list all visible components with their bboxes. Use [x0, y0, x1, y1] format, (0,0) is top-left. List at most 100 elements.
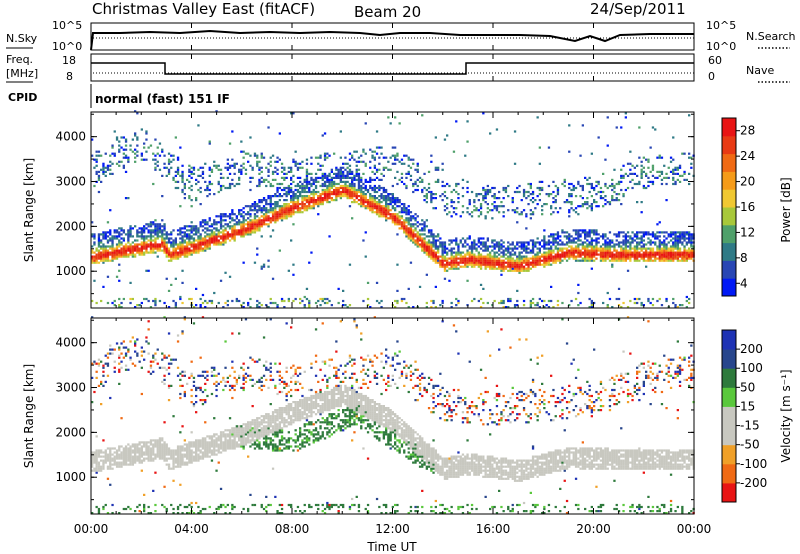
power-cell — [423, 225, 426, 228]
power-cell — [124, 197, 128, 200]
power-cell — [525, 261, 528, 264]
power-cell — [455, 243, 458, 246]
power-cell — [543, 235, 546, 238]
power-cell — [206, 229, 209, 232]
power-cell — [91, 249, 94, 252]
velocity-cell — [104, 362, 107, 365]
power-cell — [292, 195, 295, 198]
power-cell — [396, 205, 399, 208]
power-cell — [210, 233, 214, 236]
power-cell — [577, 249, 580, 252]
power-cell — [91, 235, 94, 238]
power-cell — [486, 211, 489, 214]
power-cell — [597, 247, 600, 250]
power-cell — [308, 180, 311, 183]
power-cell — [228, 186, 232, 190]
power-cell — [290, 211, 293, 214]
power-cell — [513, 304, 517, 307]
velocity-cell — [156, 348, 159, 351]
power-cell — [629, 259, 632, 262]
power-cell — [554, 199, 557, 202]
power-cell — [140, 253, 143, 256]
power-cell — [437, 259, 440, 262]
power-cell — [624, 235, 627, 238]
power-cell — [642, 186, 645, 190]
power-cell — [154, 231, 157, 234]
power-cell — [450, 241, 453, 244]
power-cell — [633, 166, 636, 169]
velocity-cell — [158, 455, 162, 458]
velocity-cell — [152, 360, 155, 363]
power-cell — [403, 227, 406, 230]
power-cell — [518, 259, 521, 262]
power-cell — [477, 255, 480, 258]
power-cell — [629, 241, 632, 244]
power-cell — [400, 225, 404, 228]
power-cell — [620, 306, 623, 309]
power-cell — [319, 197, 322, 200]
power-cell — [287, 213, 290, 216]
power-cell — [572, 229, 575, 232]
power-cell — [678, 164, 682, 167]
velocity-cell — [115, 453, 119, 456]
power-cell — [470, 190, 474, 194]
power-cell — [685, 243, 688, 246]
power-cell — [100, 154, 103, 157]
power-cell — [355, 170, 358, 173]
power-cell — [213, 223, 216, 226]
power-cell — [143, 241, 146, 244]
power-cell — [604, 199, 607, 202]
power-cell — [457, 253, 460, 256]
power-cell — [371, 170, 374, 173]
power-cell — [167, 160, 171, 163]
power-cell — [269, 235, 272, 238]
power-cell — [219, 235, 223, 238]
power-cell — [385, 166, 388, 169]
power-cell — [305, 184, 309, 188]
power-cell — [414, 188, 417, 192]
power-cell — [176, 168, 180, 171]
power-cell — [265, 213, 268, 216]
power-cell — [443, 259, 447, 262]
power-cell — [373, 178, 376, 181]
power-cell — [145, 251, 148, 254]
power-cell — [226, 186, 229, 190]
velocity-cell — [147, 451, 150, 454]
power-cell — [181, 172, 184, 175]
power-cell — [622, 255, 625, 258]
power-cell — [608, 245, 612, 248]
power-cell — [310, 178, 313, 181]
power-cell — [554, 241, 557, 244]
power-cell — [446, 213, 449, 216]
power-cell — [323, 176, 327, 179]
power-cell — [407, 213, 410, 216]
power-cell — [430, 251, 433, 254]
power-cell — [502, 261, 505, 264]
power-cell — [479, 211, 483, 214]
power-cell — [531, 193, 535, 196]
power-cell — [491, 245, 494, 248]
power-cell — [339, 174, 342, 177]
power-cell — [364, 197, 367, 200]
power-cell — [337, 168, 340, 171]
power-cell — [597, 182, 600, 186]
power-cell — [604, 259, 607, 262]
power-cell — [362, 205, 365, 208]
velocity-cell — [91, 461, 94, 464]
power-cell — [459, 265, 462, 268]
power-cell — [495, 241, 499, 244]
power-cell — [337, 176, 340, 179]
power-cell — [210, 235, 214, 238]
power-cell — [407, 205, 410, 208]
power-cell — [109, 154, 112, 157]
velocity-cell — [134, 350, 137, 353]
power-cell — [109, 160, 112, 163]
power-cell — [292, 199, 295, 202]
colorbar-swatch — [722, 278, 736, 297]
power-cell — [636, 249, 639, 252]
power-cell — [346, 176, 349, 179]
power-cell — [405, 231, 408, 234]
power-cell — [294, 188, 297, 192]
colorbar-swatch — [722, 171, 736, 190]
power-cell — [538, 255, 541, 258]
